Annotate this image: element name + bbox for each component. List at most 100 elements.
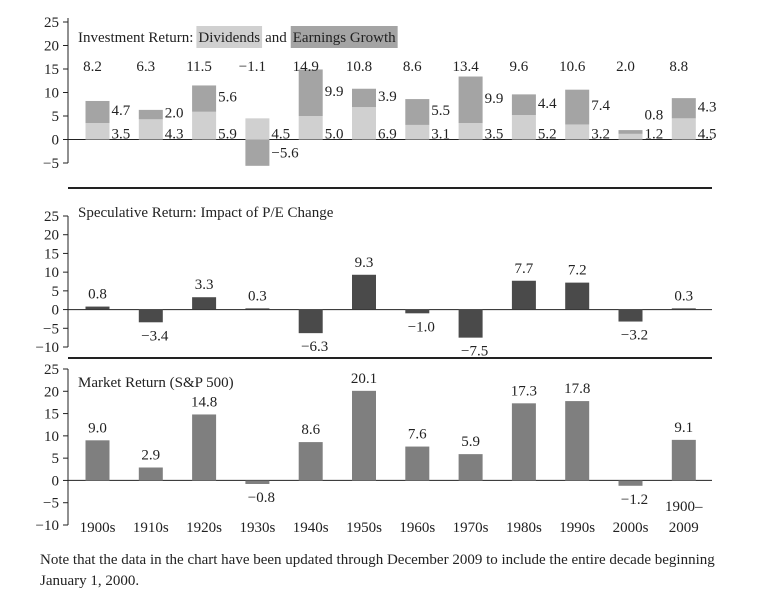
data-label: 7.2 xyxy=(568,263,587,279)
bar-speculative xyxy=(565,282,590,310)
bar-dividends xyxy=(85,123,110,140)
data-label: 0.8 xyxy=(88,287,107,303)
data-label: −1.2 xyxy=(621,492,648,508)
bar-earnings-growth xyxy=(192,85,217,112)
x-tick-label: 1990s xyxy=(559,520,595,536)
panel-title-speculative: Speculative Return: Impact of P/E Change xyxy=(78,205,334,221)
data-label-dividends: 4.5 xyxy=(698,127,717,143)
bar-market xyxy=(352,390,376,481)
data-label-earnings-growth: 4.7 xyxy=(112,103,131,119)
bar-market xyxy=(298,442,323,481)
bar-dividends xyxy=(511,115,536,140)
bar-speculative xyxy=(138,309,163,323)
bar-market xyxy=(405,446,430,481)
bar-earnings-growth xyxy=(671,98,696,119)
data-label-dividends: 4.3 xyxy=(165,127,184,143)
data-label: 2.9 xyxy=(141,448,160,464)
bar-earnings-growth xyxy=(245,139,270,166)
y-tick-label: 10 xyxy=(44,86,59,102)
data-label-dividends: 3.5 xyxy=(112,127,131,143)
x-tick-label: 1900s xyxy=(80,520,116,536)
x-tick-label: 1940s xyxy=(293,520,329,536)
data-label: 20.1 xyxy=(351,371,377,387)
y-tick-label: 15 xyxy=(44,407,59,423)
bar-market xyxy=(458,454,483,481)
data-label: 8.6 xyxy=(301,422,320,438)
bar-dividends xyxy=(245,118,270,140)
total-label: 8.2 xyxy=(83,59,102,75)
data-label: 5.9 xyxy=(461,434,480,450)
total-label: 14.9 xyxy=(293,59,319,75)
data-label: 17.3 xyxy=(511,383,537,399)
data-label-earnings-growth: 3.9 xyxy=(378,89,397,105)
data-label: −7.5 xyxy=(461,344,488,360)
y-tick-label: 25 xyxy=(44,209,59,225)
x-tick-label: 1900– xyxy=(665,499,703,515)
x-tick-label: 1910s xyxy=(133,520,169,536)
data-label-earnings-growth: 5.5 xyxy=(431,103,450,119)
legend-swatch-earnings-growth xyxy=(290,26,398,48)
bar-earnings-growth xyxy=(352,88,376,108)
x-tick-label: 1920s xyxy=(186,520,222,536)
bar-speculative xyxy=(352,274,376,310)
bar-dividends xyxy=(405,124,430,140)
legend-label-earnings-growth: Earnings Growth xyxy=(293,30,396,46)
legend-and: and xyxy=(265,30,287,46)
data-label: 0.3 xyxy=(248,288,267,304)
bar-market xyxy=(565,401,590,481)
data-label: 9.0 xyxy=(88,420,107,436)
bar-dividends xyxy=(458,123,483,140)
y-tick-label: −5 xyxy=(43,321,59,337)
y-tick-label: 0 xyxy=(52,473,60,489)
data-label: 0.3 xyxy=(674,288,693,304)
data-label-dividends: 5.9 xyxy=(218,127,237,143)
bar-speculative xyxy=(192,297,217,310)
bar-earnings-growth xyxy=(85,100,110,124)
y-tick-label: 0 xyxy=(52,303,60,319)
y-tick-label: −5 xyxy=(43,156,59,172)
bar-speculative xyxy=(618,309,643,322)
legend-swatch-dividends xyxy=(196,26,263,48)
data-label-dividends: 5.0 xyxy=(325,127,344,143)
bar-speculative xyxy=(458,309,483,338)
x-tick-label: 1970s xyxy=(453,520,489,536)
y-tick-label: 25 xyxy=(44,362,59,378)
total-label: −1.1 xyxy=(239,59,266,75)
data-label-earnings-growth: 7.4 xyxy=(591,98,610,114)
y-tick-label: 10 xyxy=(44,265,59,281)
data-label-dividends: 3.5 xyxy=(485,127,504,143)
data-label-dividends: 3.1 xyxy=(431,127,450,143)
data-label: −3.4 xyxy=(141,328,169,344)
total-label: 2.0 xyxy=(616,59,635,75)
legend-label-dividends: Dividends xyxy=(198,30,260,46)
y-tick-label: 20 xyxy=(44,39,59,55)
data-label-dividends: 1.2 xyxy=(645,127,664,143)
data-label: 3.3 xyxy=(195,277,214,293)
y-tick-label: 15 xyxy=(44,62,59,78)
y-tick-label: 20 xyxy=(44,228,59,244)
bar-speculative xyxy=(671,308,696,310)
total-label: 8.8 xyxy=(669,59,688,75)
bar-dividends xyxy=(671,118,696,140)
y-tick-label: 15 xyxy=(44,246,59,262)
data-label-earnings-growth: 4.4 xyxy=(538,96,557,112)
bar-market xyxy=(85,440,110,481)
bar-earnings-growth xyxy=(458,76,483,124)
y-tick-label: 10 xyxy=(44,429,59,445)
bar-dividends xyxy=(352,107,376,140)
bar-market xyxy=(618,480,643,486)
x-tick-label: 2000s xyxy=(613,520,649,536)
x-tick-label: 2009 xyxy=(669,520,699,536)
panel-title-investment: Investment Return: xyxy=(78,30,193,46)
data-label-earnings-growth: 9.9 xyxy=(485,91,504,107)
y-tick-label: 5 xyxy=(52,284,60,300)
data-label-earnings-growth: 2.0 xyxy=(165,106,184,122)
bar-dividends xyxy=(565,124,590,140)
data-label: 7.6 xyxy=(408,427,427,443)
y-tick-label: 5 xyxy=(52,451,60,467)
data-label: 17.8 xyxy=(564,381,590,397)
bar-dividends xyxy=(298,116,323,140)
bar-speculative xyxy=(245,308,270,310)
bar-earnings-growth xyxy=(565,89,590,125)
data-label: −3.2 xyxy=(621,328,648,344)
